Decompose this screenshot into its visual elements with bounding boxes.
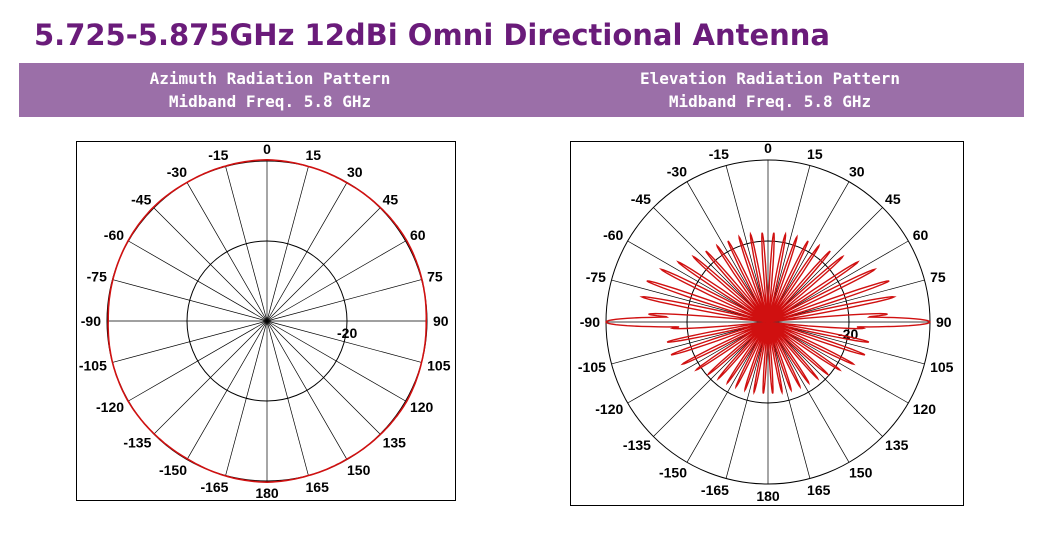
azimuth-polar-svg: -20 0 15 30 45 60 75 90 105 120 135 150 165 180 -165 -1… (79, 142, 451, 500)
angle-tick-label: 120 (913, 401, 937, 417)
angle-tick-label: 105 (427, 358, 451, 374)
radial-ring (686, 240, 850, 404)
angle-tick-label: 105 (930, 359, 954, 375)
elevation-trace (605, 231, 931, 396)
angle-tick-label: 150 (347, 462, 371, 478)
angle-tick-label: 30 (849, 163, 865, 179)
angle-tick-label: 180 (255, 485, 279, 500)
angle-tick-label: 60 (410, 227, 426, 243)
header-banner: Azimuth Radiation Pattern Midband Freq. … (19, 63, 1024, 117)
angle-tick-label: -135 (123, 435, 151, 451)
angle-tick-label: -120 (595, 401, 623, 417)
angle-tick-label: -75 (87, 268, 107, 284)
angle-tick-label: -90 (580, 314, 600, 330)
angle-tick-label: 180 (756, 488, 780, 504)
angle-tick-label: 90 (936, 314, 952, 330)
angle-tick-label: 15 (807, 146, 823, 162)
angle-tick-label: 0 (263, 142, 271, 157)
angle-tick-label: 135 (885, 437, 909, 453)
angle-tick-label: -75 (586, 269, 606, 285)
angle-tick-label: 75 (930, 269, 946, 285)
angle-tick-label: -165 (701, 482, 729, 498)
angle-tick-label: 150 (849, 465, 873, 481)
azimuth-header-line1: Azimuth Radiation Pattern (149, 69, 391, 88)
angle-tick-label: -135 (623, 437, 651, 453)
angle-tick-label: 165 (807, 482, 831, 498)
angle-tick-label: -90 (81, 313, 101, 329)
angle-tick-label: 135 (383, 435, 407, 451)
angle-tick-label: 30 (347, 164, 363, 180)
azimuth-header: Azimuth Radiation Pattern Midband Freq. … (19, 63, 521, 117)
angle-tick-label: -15 (208, 147, 228, 163)
angle-tick-label: -30 (167, 164, 187, 180)
angle-tick-label: 0 (764, 142, 772, 156)
angle-tick-label: 45 (885, 191, 901, 207)
elevation-polar-svg: -200 153045607590105120135150165180-165-1… (578, 142, 954, 504)
angle-tick-label: -60 (104, 227, 124, 243)
angle-tick-label: -120 (96, 399, 124, 415)
angle-tick-label: 60 (913, 227, 929, 243)
azimuth-header-line2: Midband Freq. 5.8 GHz (168, 92, 372, 111)
angle-tick-label: 90 (433, 313, 449, 329)
azimuth-polar-plot: -20 0 15 30 45 60 75 90 105 120 135 150 165 180 -165 -1… (76, 141, 456, 501)
angle-tick-label: -45 (631, 191, 651, 207)
elevation-header-line2: Midband Freq. 5.8 GHz (668, 92, 872, 111)
angle-tick-label: -15 (709, 146, 729, 162)
angle-tick-label: -30 (667, 163, 687, 179)
radial-label: -20 (337, 325, 357, 341)
azimuth-trace (107, 159, 428, 484)
angle-tick-label: 15 (306, 147, 322, 163)
elevation-header: Elevation Radiation Pattern Midband Freq… (519, 63, 1021, 117)
angle-tick-label: 165 (306, 479, 330, 495)
angle-tick-label: -105 (79, 358, 107, 374)
page-title: 5.725-5.875GHz 12dBi Omni Directional An… (34, 18, 830, 52)
radial-ring (186, 240, 348, 402)
angle-tick-label: 75 (427, 268, 443, 284)
angle-tick-label: -60 (603, 227, 623, 243)
angle-tick-label: -150 (159, 462, 187, 478)
angle-tick-label: -150 (659, 465, 687, 481)
elevation-header-line1: Elevation Radiation Pattern (639, 69, 901, 88)
angle-tick-label: 45 (383, 191, 399, 207)
elevation-polar-plot: -20 0 15 30 45 60 75 90 105 120 135 150 165 180 -165 -1… (570, 141, 964, 506)
angle-tick-label: -165 (200, 479, 228, 495)
angle-tick-label: -105 (578, 359, 606, 375)
angle-tick-label: 120 (410, 399, 434, 415)
angle-tick-label: -45 (131, 191, 151, 207)
